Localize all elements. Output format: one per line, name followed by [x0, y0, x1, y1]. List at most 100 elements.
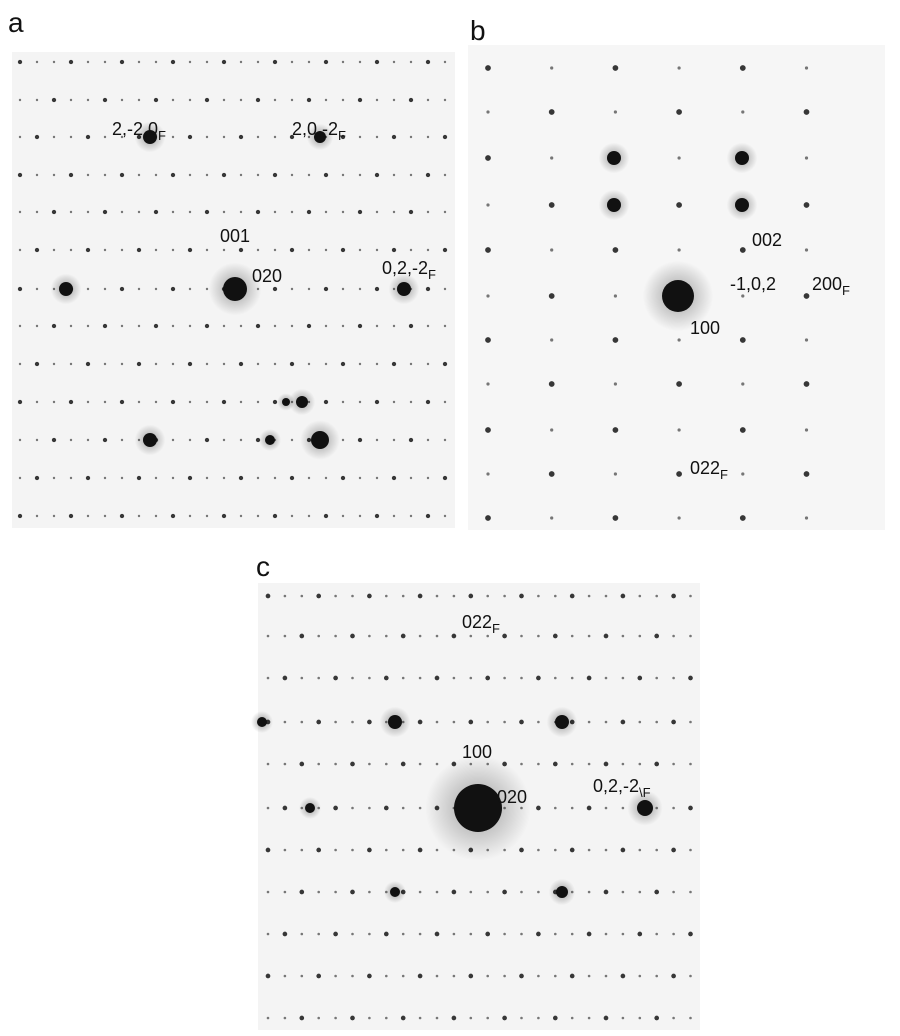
- spot: [282, 931, 288, 937]
- spot: [340, 134, 346, 140]
- annotation-subscript: F: [158, 128, 166, 143]
- spot: [102, 97, 108, 103]
- spot: [307, 476, 311, 480]
- spot: [442, 475, 448, 481]
- annotation-subscript: F: [842, 283, 850, 298]
- spot: [290, 60, 294, 64]
- spot: [257, 717, 267, 727]
- spot: [256, 135, 260, 139]
- spot: [548, 381, 555, 387]
- annotation-text: 020: [252, 266, 282, 286]
- spot: [688, 675, 693, 681]
- spot: [435, 974, 439, 978]
- spot: [443, 400, 447, 404]
- spot: [803, 381, 810, 387]
- spot: [408, 97, 414, 103]
- spot: [392, 210, 396, 214]
- spot: [358, 60, 362, 64]
- spot: [443, 210, 447, 214]
- spot: [316, 973, 322, 979]
- spot: [323, 399, 329, 405]
- spot: [306, 209, 312, 215]
- spot: [137, 210, 141, 214]
- spot: [537, 890, 540, 894]
- spot: [289, 134, 295, 140]
- spot: [154, 60, 158, 64]
- spot: [374, 172, 380, 178]
- spot: [375, 438, 379, 442]
- spot: [283, 762, 287, 766]
- spot: [804, 248, 809, 252]
- spot: [485, 427, 491, 433]
- spot: [689, 890, 692, 894]
- spot: [391, 475, 397, 481]
- spot: [385, 634, 388, 638]
- spot: [323, 172, 329, 178]
- spot: [239, 173, 243, 177]
- spot: [417, 847, 423, 853]
- spot: [469, 676, 473, 680]
- spot: [452, 720, 456, 724]
- spot: [18, 98, 22, 102]
- spot: [333, 805, 338, 811]
- spot: [69, 248, 73, 252]
- spot: [368, 634, 371, 638]
- spot: [52, 248, 56, 252]
- spot: [255, 323, 261, 329]
- spot: [290, 98, 294, 102]
- spot: [300, 720, 304, 724]
- spot: [409, 400, 413, 404]
- spot: [35, 210, 39, 214]
- spot: [735, 151, 749, 165]
- spot: [34, 475, 40, 481]
- spot: [137, 60, 141, 64]
- spot: [550, 66, 554, 70]
- spot: [272, 172, 278, 178]
- spot: [323, 513, 329, 519]
- spot: [621, 890, 625, 894]
- spot: [222, 438, 226, 442]
- spot: [536, 675, 541, 681]
- spot: [188, 324, 192, 328]
- spot: [803, 471, 810, 477]
- annotation: 020: [252, 266, 282, 286]
- spot: [171, 98, 175, 102]
- spot: [587, 594, 591, 598]
- spot: [334, 848, 337, 852]
- spot: [188, 287, 192, 291]
- annotation-text: 200: [812, 274, 842, 294]
- spot: [170, 513, 176, 519]
- spot: [205, 248, 209, 252]
- spot: [469, 634, 473, 638]
- spot: [273, 135, 277, 139]
- spot: [266, 762, 270, 766]
- spot: [102, 437, 108, 443]
- spot: [604, 720, 608, 724]
- spot: [520, 634, 523, 638]
- spot: [300, 848, 304, 852]
- spot: [570, 676, 574, 680]
- spot: [299, 761, 305, 767]
- spot: [273, 324, 277, 328]
- spot: [171, 248, 175, 252]
- spot: [391, 247, 397, 253]
- spot: [222, 98, 226, 102]
- spot: [587, 634, 591, 638]
- spot: [435, 848, 439, 852]
- spot: [307, 173, 311, 177]
- spot: [334, 1016, 337, 1020]
- spot: [265, 847, 271, 853]
- spot: [426, 362, 430, 366]
- spot: [400, 761, 406, 767]
- spot: [86, 287, 90, 291]
- spot: [69, 362, 73, 366]
- spot: [256, 514, 260, 518]
- annotation: -1,0,2: [730, 274, 776, 294]
- spot: [35, 173, 39, 177]
- spot: [137, 287, 141, 291]
- spot: [390, 887, 400, 897]
- spot: [552, 1015, 558, 1021]
- spot: [409, 476, 413, 480]
- spot: [620, 847, 626, 853]
